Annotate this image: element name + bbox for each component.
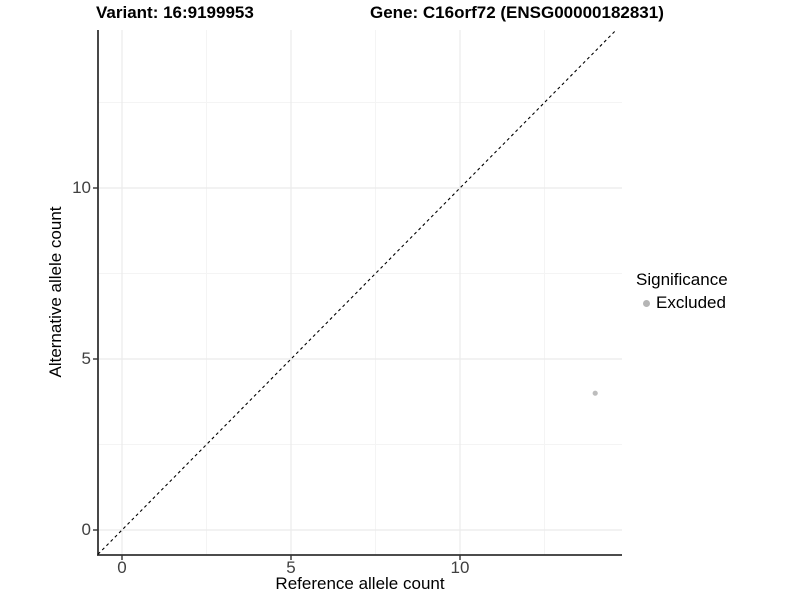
- y-tick-label: 10: [72, 178, 91, 197]
- y-tick-label: 0: [81, 520, 91, 539]
- x-axis-title: Reference allele count: [275, 574, 445, 593]
- legend: Significance Excluded: [636, 270, 728, 313]
- y-tick-label: 5: [81, 349, 91, 368]
- plot-title-gene: Gene: C16orf72 (ENSG00000182831): [370, 3, 664, 22]
- legend-item-excluded: Excluded: [636, 293, 728, 313]
- legend-point-icon: [643, 299, 650, 307]
- legend-title: Significance: [636, 270, 728, 289]
- x-tick-label: 5: [286, 558, 296, 577]
- y-axis-title: Alternative allele count: [46, 206, 65, 378]
- legend-item-label: Excluded: [656, 293, 726, 312]
- plot-title-variant: Variant: 16:9199953: [96, 3, 254, 22]
- x-tick-label: 0: [117, 558, 127, 577]
- x-tick-label: 10: [450, 558, 470, 577]
- identity-reference-line: [97, 29, 617, 555]
- data-point: [592, 390, 598, 396]
